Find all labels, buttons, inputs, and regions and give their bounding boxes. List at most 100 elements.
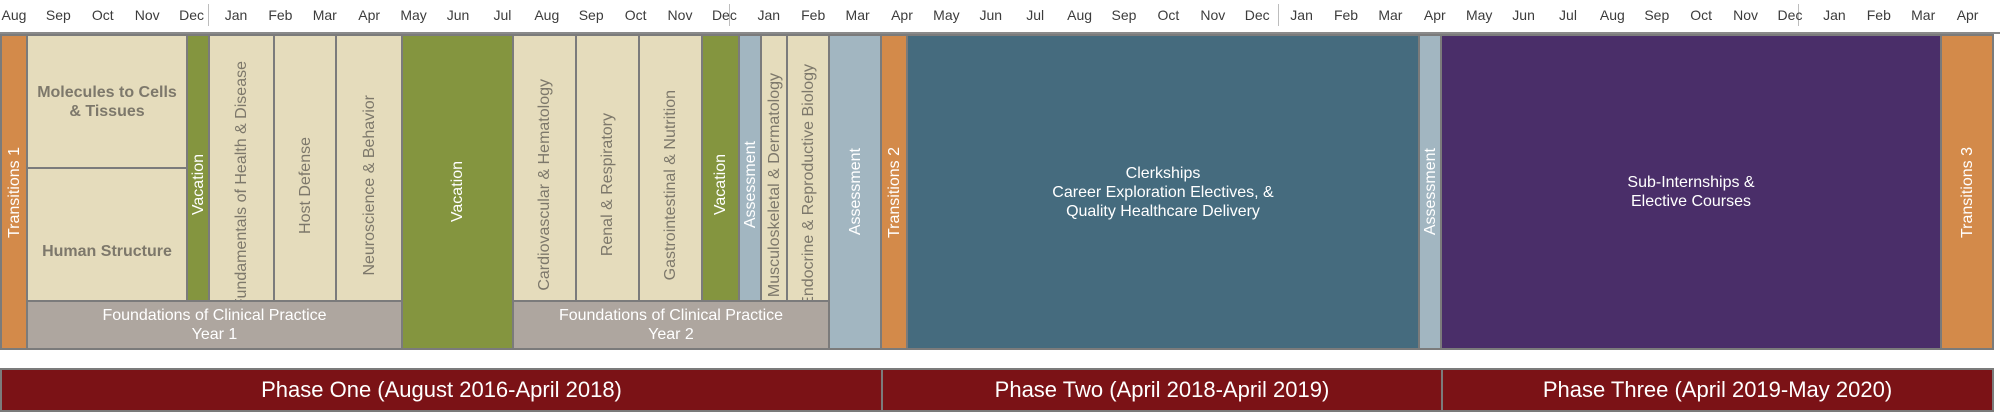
month-label: Apr [891,7,913,23]
month-label: Nov [1733,7,1759,23]
block-label: Assessment [1421,148,1439,236]
block-label: Molecules to Cells & Tissues [37,83,177,120]
block-sub-internships: Sub-Internships & Elective Courses [1440,34,1942,350]
block-molecules-to-cells: Molecules to Cells & Tissues [26,34,188,169]
block-label: Sub-Internships & Elective Courses [1627,174,1755,210]
month-label: Apr [1956,7,1979,23]
block-transitions-1: Transitions 1 [0,34,28,350]
phase-one: Phase One (August 2016-April 2018) [0,368,883,412]
year-divider [208,4,209,26]
block-label: Renal & Respiratory [599,113,616,257]
block-transitions-2: Transitions 2 [880,34,908,350]
block-vacation-1: Vacation [186,34,210,336]
block-label: Transitions 1 [5,146,23,238]
month-label: Dec [179,7,205,23]
month-label: Feb [268,7,293,23]
block-vacation-3: Vacation [701,34,740,336]
block-vacation-2: Vacation [401,34,514,350]
block-label: Gastrointestinal & Nutrition [662,89,679,281]
phase-two: Phase Two (April 2018-April 2019) [881,368,1443,412]
month-label: Aug [1,7,27,23]
month-label: Jun [979,7,1003,23]
phase-three: Phase Three (April 2019-May 2020) [1441,368,1994,412]
curriculum-blocks: Transitions 1 Molecules to Cells & Tissu… [0,34,2000,350]
month-label: Feb [801,7,826,23]
month-label: Apr [1423,7,1446,23]
block-label: Assessment [741,141,759,229]
block-label: Clerkships Career Exploration Electives,… [1052,164,1274,220]
month-label: Jan [1823,7,1846,23]
block-gastrointestinal: Gastrointestinal & Nutrition [638,34,703,336]
month-label: Oct [624,7,647,23]
block-musculoskeletal: Musculoskeletal & Dermatology [760,34,788,336]
block-clerkships: Clerkships Career Exploration Electives,… [906,34,1420,350]
block-neuroscience: Neuroscience & Behavior [335,34,403,336]
timeline-axis [0,32,2000,34]
month-label: May [933,7,960,23]
month-label: Jan [757,7,781,23]
block-label: Assessment [846,148,864,236]
block-label: Transitions 3 [1958,146,1976,238]
block-label: Foundations of Clinical Practice Year 1 [102,307,327,343]
phase-bar: Phase One (August 2016-April 2018) Phase… [0,368,2000,414]
block-fundamentals: Fundamentals of Health & Disease [208,34,275,336]
month-label: Feb [1333,7,1359,23]
block-foundations-year-1: Foundations of Clinical Practice Year 1 [26,300,403,350]
month-label: Jan [224,7,248,23]
month-label: Dec [1777,7,1803,23]
month-label: May [1465,7,1493,23]
block-label: Musculoskeletal & Dermatology [765,72,783,298]
month-label: Sep [1111,7,1137,23]
block-foundations-year-2: Foundations of Clinical Practice Year 2 [512,300,830,350]
block-label: Neuroscience & Behavior [360,94,378,276]
month-label: Mar [1378,7,1403,23]
month-label: Oct [1690,7,1713,23]
block-label: Foundations of Clinical Practice Year 2 [558,307,784,343]
month-label: Jul [1026,7,1045,23]
month-label: Nov [134,7,160,23]
month-label: Oct [91,7,114,23]
year-divider [1278,4,1279,26]
block-assessment-2: Assessment [828,34,882,350]
block-label: Host Defense [296,136,314,234]
block-label: Vacation [712,154,729,216]
month-label: Jul [493,7,512,23]
month-label: Mar [1911,7,1936,23]
block-assessment-1: Assessment [738,34,762,336]
block-endocrine: Endocrine & Reproductive Biology [786,34,830,336]
month-label: Sep [45,7,71,23]
block-label: Vacation [189,154,207,216]
month-label: Nov [667,7,693,23]
month-label: Dec [1244,7,1270,23]
month-label: Aug [1599,7,1625,23]
block-label: Cardiovascular & Hematology [536,79,553,291]
block-transitions-3: Transitions 3 [1940,34,1994,350]
month-label: Aug [1067,7,1093,23]
block-label: Endocrine & Reproductive Biology [799,63,817,307]
month-label: Jul [1559,7,1577,23]
month-label: Feb [1866,7,1891,23]
month-label: Nov [1200,7,1226,23]
month-timeline: Aug Sep Oct Nov Dec Jan Feb Mar Apr May Jun Jul Aug S… [0,0,2000,32]
month-label: Sep [1644,7,1670,23]
block-renal-respiratory: Renal & Respiratory [575,34,640,336]
month-label: Jun [1512,7,1535,23]
block-cardiovascular: Cardiovascular & Hematology [512,34,577,336]
month-label: May [400,7,427,23]
month-label: Oct [1157,7,1180,23]
month-label: Mar [312,7,337,23]
block-label: Fundamentals of Health & Disease [233,61,250,309]
month-label: Mar [845,7,870,23]
month-label: Aug [534,7,560,23]
block-label: Vacation [449,161,466,223]
year-divider [1798,4,1799,26]
month-label: Apr [358,7,381,23]
month-label: Sep [578,7,604,23]
block-label: Transitions 2 [885,146,903,238]
block-assessment-3: Assessment [1418,34,1442,350]
month-label: Jun [446,7,470,23]
block-host-defense: Host Defense [273,34,337,336]
month-label: Dec [711,7,737,23]
month-label: Jan [1290,7,1313,23]
block-label: Human Structure [42,243,172,260]
